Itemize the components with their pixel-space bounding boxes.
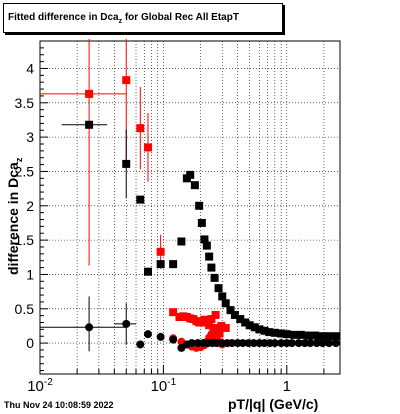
data-point-square xyxy=(207,315,216,324)
data-point-square xyxy=(241,318,250,327)
data-point-square xyxy=(226,306,235,315)
data-point-square xyxy=(136,195,145,204)
data-point-square xyxy=(122,159,131,168)
data-point-square xyxy=(277,329,286,338)
title-tail: for Global Rec All EtapT xyxy=(122,12,239,23)
data-point-square xyxy=(186,170,195,179)
data-point-square xyxy=(200,235,209,244)
data-point-square xyxy=(325,332,334,341)
data-point-circle xyxy=(212,339,221,348)
data-point-square xyxy=(260,326,269,335)
data-point-square xyxy=(265,328,274,337)
data-point-square xyxy=(207,263,216,272)
y-tick-label: 1 xyxy=(26,266,34,282)
data-point-square xyxy=(122,76,131,85)
data-point-circle xyxy=(228,339,237,348)
data-point-square xyxy=(202,316,211,325)
x-tick-label: 10-2 xyxy=(27,377,53,395)
y-tick-label: 0 xyxy=(26,335,34,351)
data-point-square xyxy=(197,218,206,227)
data-point-square xyxy=(236,315,245,324)
data-point-circle xyxy=(312,339,321,348)
timestamp: Thu Nov 24 10:08:59 2022 xyxy=(4,400,114,410)
y-axis-label: difference in Dcaz xyxy=(5,157,24,275)
x-axis-label: pT/|q| (GeV/c) xyxy=(228,396,319,412)
data-point-circle xyxy=(325,339,334,348)
title-subscript: z xyxy=(118,18,123,25)
data-point-circle xyxy=(249,339,258,348)
data-point-square xyxy=(215,329,224,338)
data-point-square xyxy=(296,330,305,339)
y-axis-label-main: difference in Dca xyxy=(5,162,21,275)
data-point-square xyxy=(211,310,220,319)
data-point-square xyxy=(318,332,327,341)
data-point-square xyxy=(156,260,165,269)
data-point-square xyxy=(270,328,279,337)
data-point-square xyxy=(304,331,313,340)
data-point-square xyxy=(221,299,230,308)
title-box: Fitted difference in Dcaz for Global Rec… xyxy=(3,3,283,33)
data-point-square xyxy=(85,120,94,129)
data-point-circle xyxy=(143,330,152,339)
data-point-circle xyxy=(156,332,165,341)
data-point-circle xyxy=(136,340,145,349)
title-main: Fitted difference in Dca xyxy=(8,12,119,23)
y-tick-label: 1.5 xyxy=(15,232,35,248)
y-tick-label: 3.5 xyxy=(15,95,35,111)
plot-frame xyxy=(39,40,341,375)
y-tick-label: 3 xyxy=(26,129,34,145)
data-point-square xyxy=(245,321,254,330)
data-point-square xyxy=(282,330,291,339)
data-point-square xyxy=(255,325,264,334)
data-point-square xyxy=(156,247,165,256)
data-point-circle xyxy=(169,335,178,344)
y-tick-label: 0.5 xyxy=(15,301,35,317)
data-point-circle xyxy=(318,339,327,348)
data-point-circle xyxy=(270,339,279,348)
data-point-circle xyxy=(331,339,340,348)
data-point-square xyxy=(169,308,178,317)
data-point-square xyxy=(205,321,214,330)
x-tick-label: 1 xyxy=(283,378,291,395)
data-point-square xyxy=(136,124,145,133)
data-point-square xyxy=(85,89,94,98)
data-point-square xyxy=(214,284,223,293)
data-point-square xyxy=(290,330,299,339)
data-point-circle xyxy=(187,339,196,348)
y-tick-label: 2 xyxy=(26,198,34,214)
data-point-circle xyxy=(277,339,286,348)
data-point-square xyxy=(205,252,214,261)
y-axis-label-subscript: z xyxy=(14,157,24,163)
data-point-square xyxy=(230,310,239,319)
data-point-square xyxy=(143,267,152,276)
data-point-circle xyxy=(306,339,315,348)
data-point-square xyxy=(195,201,204,210)
data-point-circle xyxy=(287,339,296,348)
data-point-square xyxy=(221,323,230,332)
data-point-square xyxy=(210,273,219,282)
data-point-square xyxy=(169,260,178,269)
data-point-square xyxy=(331,332,340,341)
data-point-circle xyxy=(122,319,131,328)
x-tick-label: 10-1 xyxy=(151,377,177,395)
y-tick-label: 2.5 xyxy=(15,163,35,179)
data-point-circle xyxy=(238,339,247,348)
data-point-square xyxy=(143,143,152,152)
data-point-square xyxy=(202,241,211,250)
data-point-square xyxy=(250,323,259,332)
y-tick-label: 4 xyxy=(26,60,34,76)
data-point-circle xyxy=(85,323,94,332)
chart-title: Fitted difference in Dcaz for Global Rec… xyxy=(8,12,239,25)
data-point-square xyxy=(190,181,199,190)
data-point-square xyxy=(311,331,320,340)
data-point-circle xyxy=(294,339,303,348)
data-point-square xyxy=(177,237,186,246)
data-point-square xyxy=(218,292,227,301)
